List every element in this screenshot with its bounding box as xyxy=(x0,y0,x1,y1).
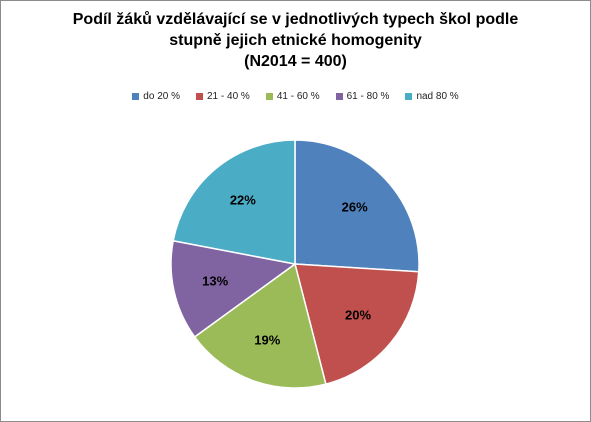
pie-slice xyxy=(294,263,420,386)
data-label: 22% xyxy=(230,192,256,207)
chart-title-line-3: (N2014 = 400) xyxy=(244,53,347,70)
legend-label: 61 - 80 % xyxy=(346,91,390,102)
legend-item: 61 - 80 % xyxy=(335,91,390,102)
pie-slice xyxy=(193,262,327,389)
legend-swatch xyxy=(196,93,203,100)
data-label: 19% xyxy=(254,332,280,347)
legend-item: 21 - 40 % xyxy=(196,91,250,102)
legend-item: 41 - 60 % xyxy=(265,91,320,102)
legend-swatch xyxy=(265,93,273,100)
legend-label: 21 - 40 % xyxy=(207,91,250,102)
legend-swatch xyxy=(132,93,140,100)
data-label: 13% xyxy=(202,273,228,288)
legend-label: nad 80 % xyxy=(416,91,459,102)
legend-label: do 20 % xyxy=(143,91,180,102)
legend-item: nad 80 % xyxy=(405,91,459,102)
chart-title: Podíl žáků vzdělávající se v jednotlivýc… xyxy=(1,9,590,72)
legend-label: 41 - 60 % xyxy=(276,91,320,102)
data-label: 26% xyxy=(342,199,368,214)
pie-slice xyxy=(294,139,420,273)
legend-item: do 20 % xyxy=(132,91,180,102)
chart-title-line-2: stupně jejich etnické homogenity xyxy=(169,32,422,49)
pie-slice xyxy=(170,239,297,338)
pie-slice xyxy=(172,139,296,265)
data-label: 20% xyxy=(345,308,371,323)
legend: do 20 % 21 - 40 % 41 - 60 % 61 - 80 % nad 80… xyxy=(1,91,590,102)
chart-title-line-1: Podíl žáků vzdělávající se v jednotlivýc… xyxy=(72,11,519,28)
legend-swatch xyxy=(335,93,343,100)
legend-swatch xyxy=(405,93,413,100)
